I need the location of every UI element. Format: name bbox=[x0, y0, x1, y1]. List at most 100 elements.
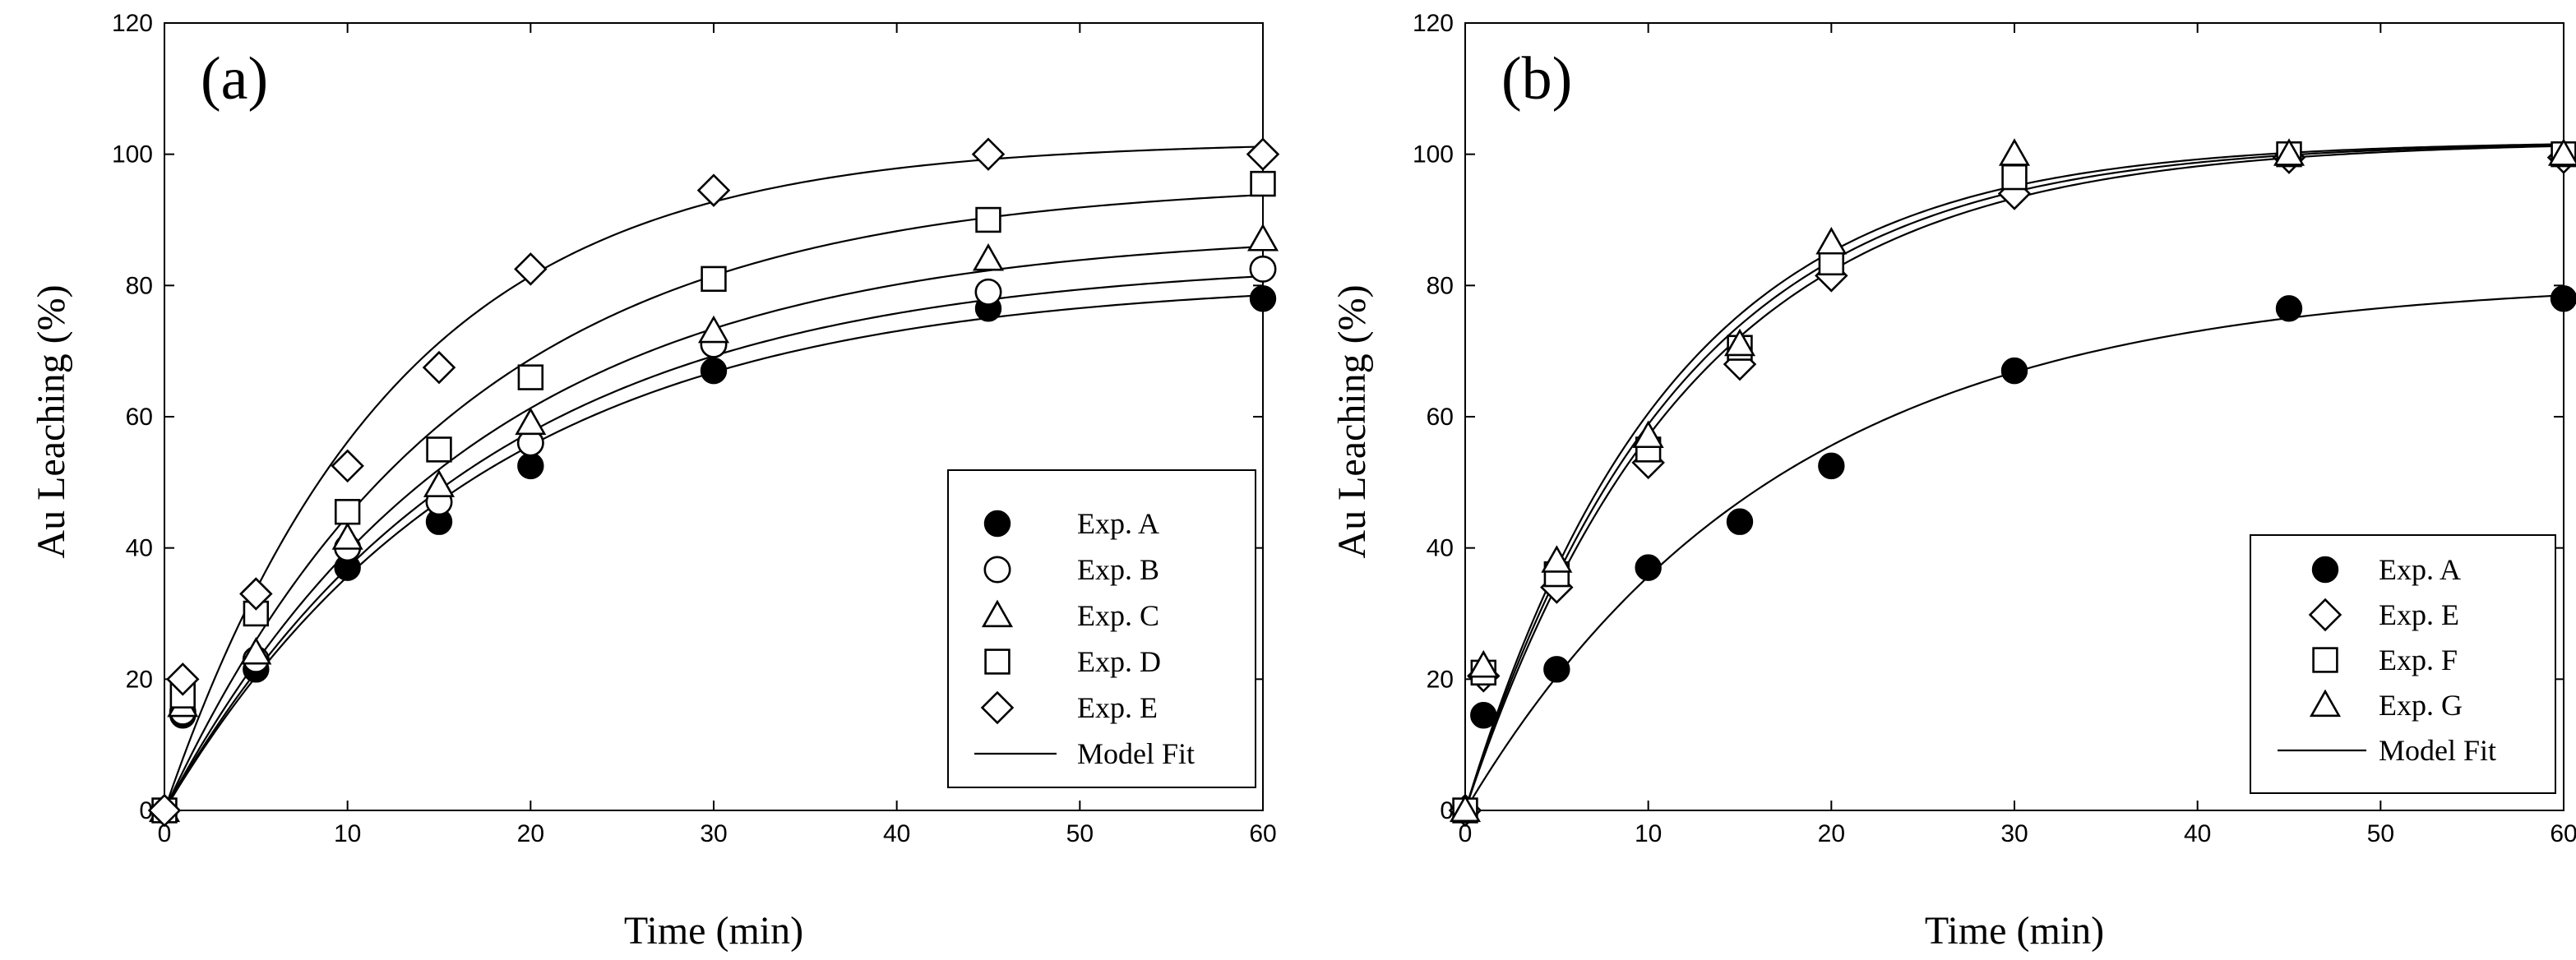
data-point bbox=[2547, 138, 2576, 166]
y-tick-label: 20 bbox=[126, 666, 153, 693]
y-tick-label: 120 bbox=[1413, 10, 1454, 37]
data-point bbox=[700, 357, 728, 385]
data-point bbox=[2550, 285, 2576, 312]
data-point bbox=[166, 662, 200, 696]
data-point bbox=[1246, 224, 1279, 252]
legend-marker bbox=[2312, 647, 2338, 673]
legend-label: Exp. B bbox=[1077, 553, 1159, 586]
legend-label: Exp. E bbox=[2379, 598, 2459, 631]
x-tick-label: 30 bbox=[2000, 820, 2028, 847]
chart-panel-0: 0 10 20 30 40 50 60 0 20 40 60 80 100 120 Time (min) Au… bbox=[30, 10, 1280, 953]
x-tick-label: 10 bbox=[334, 820, 361, 847]
panel-label: (a) bbox=[201, 45, 268, 113]
data-point bbox=[147, 793, 182, 828]
legend-label: Exp. A bbox=[1077, 507, 1159, 540]
legend-marker bbox=[2309, 689, 2342, 718]
data-point bbox=[517, 452, 544, 480]
data-point bbox=[2001, 164, 2028, 191]
legend-marker bbox=[984, 648, 1011, 675]
data-point bbox=[975, 206, 1001, 233]
x-tick-label: 30 bbox=[700, 820, 727, 847]
x-tick-label: 0 bbox=[1459, 820, 1473, 847]
data-point bbox=[331, 449, 364, 483]
data-point bbox=[426, 436, 452, 463]
x-tick-label: 20 bbox=[1818, 820, 1845, 847]
data-point bbox=[1723, 328, 1756, 357]
legend: Exp. A Exp. B Exp. C Exp. D Exp. E Model Fit bbox=[947, 469, 1256, 788]
data-point bbox=[515, 407, 547, 436]
data-point bbox=[697, 315, 730, 344]
legend-marker bbox=[981, 599, 1014, 628]
data-point bbox=[1249, 255, 1277, 283]
data-point bbox=[1543, 656, 1570, 683]
chart-panel-1: 0 10 20 30 40 50 60 0 20 40 60 80 100 120 Time (min) Au… bbox=[1330, 10, 2576, 953]
data-point bbox=[1470, 702, 1497, 729]
x-tick-label: 60 bbox=[1249, 820, 1276, 847]
x-tick-label: 40 bbox=[2184, 820, 2211, 847]
y-tick-label: 120 bbox=[112, 10, 153, 37]
legend-marker bbox=[980, 690, 1015, 725]
x-tick-label: 60 bbox=[2550, 820, 2576, 847]
data-point bbox=[1541, 545, 1573, 573]
series-exp-e bbox=[147, 137, 1280, 828]
data-point bbox=[972, 242, 1005, 271]
data-point bbox=[696, 173, 731, 207]
x-tick-label: 20 bbox=[517, 820, 544, 847]
y-tick-label: 100 bbox=[1413, 141, 1454, 168]
legend-label: Exp. D bbox=[1077, 645, 1161, 678]
data-point bbox=[2275, 295, 2303, 322]
y-tick-label: 60 bbox=[126, 404, 153, 431]
data-point bbox=[1246, 137, 1280, 171]
y-tick-label: 40 bbox=[1427, 535, 1454, 562]
data-point bbox=[1249, 285, 1277, 312]
y-tick-label: 0 bbox=[1440, 797, 1454, 824]
data-point bbox=[1250, 170, 1276, 197]
y-axis-title: Au Leaching (%) bbox=[30, 284, 73, 558]
data-point bbox=[1815, 227, 1848, 255]
data-point bbox=[517, 364, 544, 390]
data-point bbox=[701, 265, 727, 293]
data-point bbox=[422, 350, 456, 385]
x-tick-label: 0 bbox=[158, 820, 172, 847]
x-tick-label: 50 bbox=[2367, 820, 2394, 847]
x-axis-title: Time (min) bbox=[1925, 909, 2104, 953]
y-tick-label: 80 bbox=[1427, 272, 1454, 299]
x-tick-label: 40 bbox=[883, 820, 910, 847]
panel-label: (b) bbox=[1501, 45, 1572, 113]
data-point bbox=[334, 499, 361, 525]
x-tick-label: 50 bbox=[1066, 820, 1094, 847]
legend-label: Model Fit bbox=[2379, 734, 2496, 767]
legend-label: Exp. A bbox=[2379, 553, 2461, 586]
legend-label: Exp. E bbox=[1077, 691, 1158, 724]
data-point bbox=[1468, 649, 1500, 678]
y-tick-label: 100 bbox=[112, 141, 153, 168]
y-tick-label: 80 bbox=[126, 272, 153, 299]
data-point bbox=[1998, 138, 2031, 166]
y-axis-title: Au Leaching (%) bbox=[1330, 284, 1374, 558]
data-point bbox=[1632, 420, 1664, 449]
y-tick-label: 0 bbox=[139, 797, 153, 824]
series-exp-g bbox=[1449, 138, 2576, 823]
legend: Exp. A Exp. E Exp. F Exp. G Model Fit bbox=[2250, 534, 2556, 794]
y-tick-label: 40 bbox=[126, 535, 153, 562]
data-point bbox=[1818, 452, 1845, 480]
legend-label: Exp. F bbox=[2379, 644, 2458, 676]
x-tick-label: 10 bbox=[1635, 820, 1662, 847]
data-point bbox=[1726, 508, 1754, 535]
data-point bbox=[2000, 357, 2028, 385]
data-point bbox=[971, 137, 1006, 171]
data-point bbox=[974, 278, 1002, 306]
data-point bbox=[331, 522, 363, 550]
data-point bbox=[239, 577, 273, 611]
data-point bbox=[514, 252, 548, 286]
legend-marker bbox=[2308, 598, 2342, 632]
legend-marker bbox=[983, 510, 1011, 538]
data-point bbox=[1449, 794, 1482, 823]
legend-label: Model Fit bbox=[1077, 737, 1195, 770]
x-axis-title: Time (min) bbox=[624, 909, 803, 953]
y-tick-label: 60 bbox=[1427, 404, 1454, 431]
legend-label: Exp. G bbox=[2379, 689, 2463, 722]
y-tick-label: 20 bbox=[1427, 666, 1454, 693]
data-point bbox=[240, 636, 272, 665]
